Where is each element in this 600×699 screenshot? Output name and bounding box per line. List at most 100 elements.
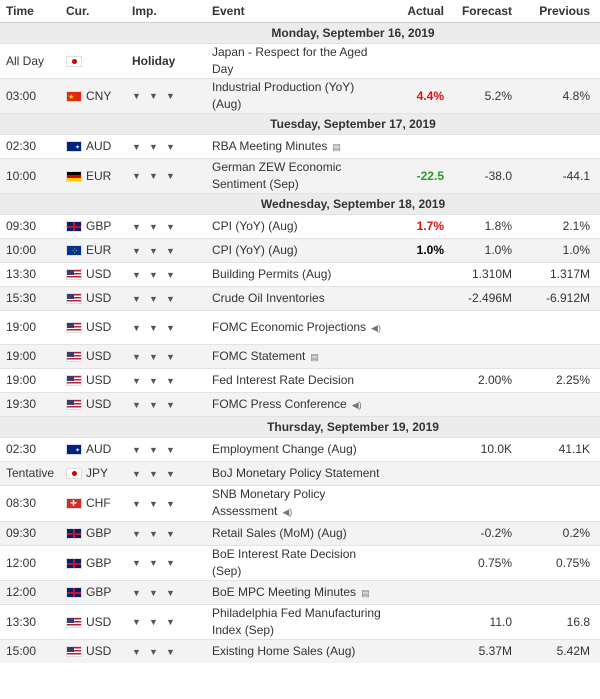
importance-cell: ▼ ▼ ▼ xyxy=(126,158,206,194)
event-cell: German ZEW Economic Sentiment (Sep) xyxy=(206,158,389,194)
header-currency[interactable]: Cur. xyxy=(60,0,126,23)
event-link[interactable]: Existing Home Sales (Aug) xyxy=(212,644,356,658)
event-row: 13:30 USD ▼ ▼ ▼ Philadelphia Fed Manufacturin… xyxy=(0,604,600,640)
document-icon[interactable]: ▤ xyxy=(310,351,319,362)
speaker-icon[interactable]: ◀) xyxy=(282,507,293,517)
event-link[interactable]: Building Permits (Aug) xyxy=(212,267,332,281)
bull-icon: ▼ xyxy=(166,646,175,657)
flag-icon xyxy=(66,89,82,106)
importance-cell: ▼ ▼ ▼ xyxy=(126,485,206,522)
bull-icon: ▼ xyxy=(132,617,141,627)
previous-value: 5.42M xyxy=(522,639,600,663)
document-icon[interactable]: ▤ xyxy=(361,587,370,598)
event-cell: Retail Sales (MoM) (Aug) xyxy=(206,521,389,546)
importance-cell: ▼ ▼ ▼ xyxy=(126,134,206,159)
event-link[interactable]: CPI (YoY) (Aug) xyxy=(212,243,298,257)
previous-value xyxy=(522,485,600,522)
event-time: 12:00 xyxy=(0,580,60,605)
actual-value xyxy=(389,368,454,393)
event-cell: BoE MPC Meeting Minutes ▤ xyxy=(206,580,389,605)
bull-icon: ▼ xyxy=(149,444,158,455)
event-link[interactable]: FOMC Economic Projections xyxy=(212,319,367,334)
bull-icon: ▼ xyxy=(166,221,175,232)
header-time[interactable]: Time xyxy=(0,0,60,23)
flag-icon xyxy=(66,351,82,363)
actual-value xyxy=(389,310,454,345)
bull-icon: ▼ xyxy=(166,293,175,304)
economic-calendar-table: Time Cur. Imp. Event Actual Forecast Pre… xyxy=(0,0,600,663)
currency-code: EUR xyxy=(86,243,112,257)
currency-cell: CNY xyxy=(60,78,126,114)
bull-icon: ▼ xyxy=(149,468,158,479)
bull-icon: ▼ xyxy=(166,558,175,568)
event-cell: BoJ Monetary Policy Statement xyxy=(206,461,389,486)
event-link[interactable]: Japan - Respect for the Aged Day xyxy=(212,45,368,76)
currency-code: USD xyxy=(86,397,112,411)
currency-code: USD xyxy=(86,349,112,363)
importance-cell: ▼ ▼ ▼ xyxy=(126,639,206,663)
speaker-icon[interactable]: ◀) xyxy=(351,399,362,410)
flag-icon xyxy=(66,616,82,628)
event-link[interactable]: Crude Oil Inventories xyxy=(212,291,325,305)
bull-icon: ▼ xyxy=(149,351,158,362)
bull-icon: ▼ xyxy=(132,293,141,304)
event-cell: BoE Interest Rate Decision (Sep) xyxy=(206,545,389,581)
header-event[interactable]: Event xyxy=(206,0,389,23)
event-cell: RBA Meeting Minutes ▤ xyxy=(206,134,389,159)
bull-icon: ▼ xyxy=(149,141,158,152)
event-time: 02:30 xyxy=(0,437,60,462)
event-link[interactable]: German ZEW Economic Sentiment (Sep) xyxy=(212,160,342,191)
flag-icon xyxy=(66,443,82,460)
flag-icon xyxy=(66,243,82,260)
event-time: 13:30 xyxy=(0,604,60,640)
event-row: 02:30 AUD ▼ ▼ ▼ RBA Meeting Minutes ▤ xyxy=(0,134,600,159)
bull-icon: ▼ xyxy=(149,375,158,386)
header-importance[interactable]: Imp. xyxy=(126,0,206,23)
currency-cell: CHF xyxy=(60,485,126,522)
header-previous[interactable]: Previous xyxy=(522,0,600,23)
event-row: 02:30 AUD ▼ ▼ ▼ Employment Change (Aug) 10.0K4… xyxy=(0,437,600,462)
event-cell: Fed Interest Rate Decision xyxy=(206,368,389,393)
currency-code: AUD xyxy=(86,442,112,456)
importance-cell: ▼ ▼ ▼ xyxy=(126,344,206,369)
event-link[interactable]: BoE MPC Meeting Minutes xyxy=(212,584,357,599)
event-time: 10:00 xyxy=(0,158,60,194)
event-link[interactable]: SNB Monetary Policy Assessment xyxy=(212,487,326,518)
previous-value: 1.317M xyxy=(522,262,600,287)
flag-icon xyxy=(66,293,82,305)
currency-cell: USD xyxy=(60,262,126,287)
header-actual[interactable]: Actual xyxy=(389,0,454,23)
bull-icon: ▼ xyxy=(149,617,158,627)
event-link[interactable]: FOMC Statement xyxy=(212,348,306,363)
document-icon[interactable]: ▤ xyxy=(332,141,341,152)
currency-cell xyxy=(60,43,126,79)
currency-cell: GBP xyxy=(60,580,126,605)
header-forecast[interactable]: Forecast xyxy=(454,0,522,23)
forecast-value: -0.2% xyxy=(454,521,522,546)
event-link[interactable]: FOMC Press Conference xyxy=(212,396,347,411)
bull-icon: ▼ xyxy=(166,322,175,333)
day-header-label: Wednesday, September 18, 2019 xyxy=(0,193,600,215)
importance-cell: ▼ ▼ ▼ xyxy=(126,286,206,311)
forecast-value: 0.75% xyxy=(454,545,522,581)
event-link[interactable]: CPI (YoY) (Aug) xyxy=(212,219,298,233)
event-time: 19:30 xyxy=(0,392,60,417)
event-link[interactable]: Fed Interest Rate Decision xyxy=(212,373,355,387)
event-link[interactable]: BoE Interest Rate Decision (Sep) xyxy=(212,547,357,578)
event-link[interactable]: BoJ Monetary Policy Statement xyxy=(212,466,380,480)
bull-icon: ▼ xyxy=(132,245,141,256)
importance-cell: ▼ ▼ ▼ xyxy=(126,521,206,546)
day-header-row: Thursday, September 19, 2019 xyxy=(0,416,600,438)
event-link[interactable]: Philadelphia Fed Manufacturing Index (Se… xyxy=(212,606,381,637)
event-link[interactable]: Retail Sales (MoM) (Aug) xyxy=(212,526,347,540)
event-link[interactable]: RBA Meeting Minutes xyxy=(212,138,328,153)
forecast-value: 10.0K xyxy=(454,437,522,462)
actual-value: 1.7% xyxy=(389,214,454,239)
currency-cell: AUD xyxy=(60,437,126,462)
previous-value xyxy=(522,134,600,159)
event-link[interactable]: Industrial Production (YoY) (Aug) xyxy=(212,80,355,111)
bull-icon: ▼ xyxy=(132,528,141,539)
previous-value: 0.2% xyxy=(522,521,600,546)
speaker-icon[interactable]: ◀) xyxy=(371,322,381,333)
event-link[interactable]: Employment Change (Aug) xyxy=(212,442,357,456)
